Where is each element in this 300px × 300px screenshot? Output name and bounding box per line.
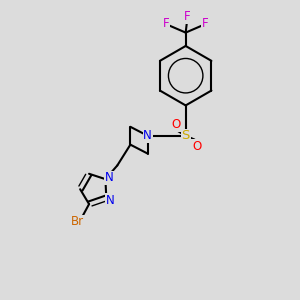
Text: F: F [202,17,208,30]
Text: S: S [182,129,190,142]
Text: O: O [192,140,201,153]
Text: N: N [105,171,113,184]
Text: F: F [163,17,170,30]
Text: O: O [172,118,181,131]
Text: F: F [184,10,190,23]
Text: N: N [143,129,152,142]
Text: Br: Br [71,215,84,228]
Text: N: N [106,194,114,207]
